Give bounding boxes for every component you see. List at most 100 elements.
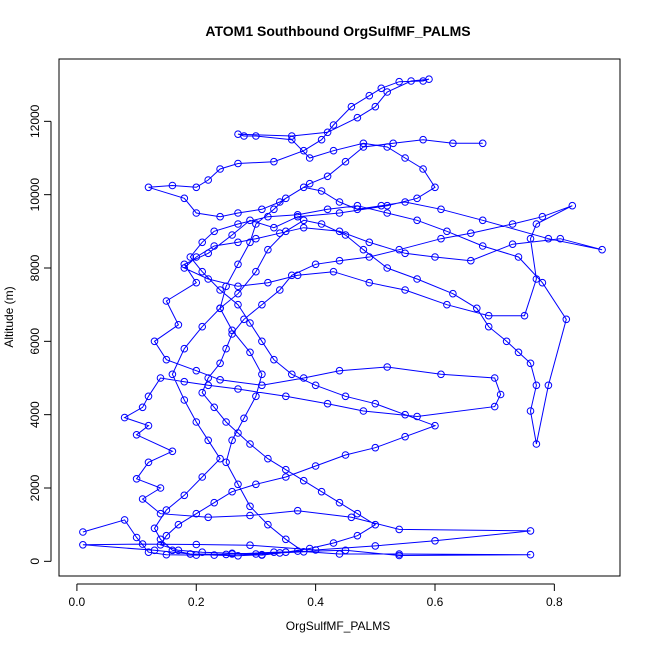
data-point xyxy=(186,550,195,558)
data-point xyxy=(192,278,201,287)
data-point xyxy=(204,176,212,184)
data-point xyxy=(282,392,290,401)
data-point xyxy=(180,264,189,272)
data-point xyxy=(311,381,320,390)
data-point xyxy=(258,550,266,559)
data-point xyxy=(228,326,236,335)
data-point xyxy=(192,418,201,426)
data-point xyxy=(365,238,374,247)
data-point xyxy=(258,300,266,309)
data-point xyxy=(168,546,177,555)
data-point xyxy=(216,359,224,368)
data-point xyxy=(299,476,308,485)
data-point xyxy=(508,220,517,228)
data-point xyxy=(449,139,457,148)
data-point xyxy=(204,249,212,258)
y-tick-label: 6000 xyxy=(28,328,42,355)
data-point xyxy=(341,451,350,459)
data-point xyxy=(544,381,553,390)
data-point xyxy=(270,205,278,214)
data-point xyxy=(514,253,523,261)
data-point xyxy=(276,549,284,557)
data-point xyxy=(496,390,505,399)
data-point xyxy=(568,201,577,210)
data-point xyxy=(395,551,404,560)
data-point xyxy=(437,370,445,379)
data-point xyxy=(228,436,236,445)
data-point xyxy=(192,183,201,192)
data-point xyxy=(246,348,254,357)
data-point xyxy=(216,286,224,294)
data-point xyxy=(252,267,260,276)
data-point xyxy=(383,209,392,217)
data-point xyxy=(413,275,421,283)
data-point xyxy=(258,205,266,214)
data-point xyxy=(234,159,242,168)
data-point xyxy=(79,541,87,549)
data-point xyxy=(401,198,409,206)
data-point xyxy=(305,544,314,553)
data-point xyxy=(234,385,242,393)
data-point xyxy=(288,132,296,140)
data-point xyxy=(335,198,344,206)
data-point xyxy=(192,209,201,217)
data-point xyxy=(365,278,374,287)
data-point xyxy=(276,286,284,294)
data-point xyxy=(186,253,195,261)
data-point xyxy=(383,143,392,151)
data-point xyxy=(323,128,332,137)
data-point xyxy=(299,146,308,155)
data-point xyxy=(323,399,332,408)
data-point xyxy=(234,429,242,437)
data-point xyxy=(162,355,171,364)
data-point xyxy=(138,495,147,503)
data-point xyxy=(234,300,242,309)
data-point xyxy=(532,381,541,390)
data-point xyxy=(288,135,296,144)
data-point xyxy=(198,267,206,276)
y-tick-label: 0 xyxy=(28,558,42,565)
data-point xyxy=(150,546,159,555)
data-point xyxy=(502,337,511,346)
data-point xyxy=(204,374,212,382)
data-point xyxy=(371,542,380,550)
data-point xyxy=(526,359,535,368)
data-point xyxy=(162,550,171,559)
data-point xyxy=(204,436,212,445)
data-point xyxy=(365,91,374,100)
data-point xyxy=(359,245,368,254)
data-point xyxy=(293,211,302,219)
data-point xyxy=(180,194,189,203)
data-point xyxy=(228,231,236,239)
data-point xyxy=(228,330,236,338)
data-point xyxy=(216,165,224,173)
data-point xyxy=(222,344,230,353)
data-point xyxy=(180,377,189,386)
data-point xyxy=(347,102,356,111)
data-point xyxy=(538,212,547,221)
data-point xyxy=(282,227,290,236)
data-point xyxy=(156,484,165,492)
data-point xyxy=(192,253,201,261)
data-point xyxy=(270,355,278,364)
data-point xyxy=(353,205,362,214)
data-point xyxy=(246,319,254,327)
data-point xyxy=(359,407,368,415)
data-point xyxy=(216,376,224,384)
data-point xyxy=(401,286,409,294)
data-point xyxy=(371,443,380,452)
data-point xyxy=(210,227,218,236)
data-point xyxy=(377,201,386,210)
data-point xyxy=(419,77,427,85)
data-point xyxy=(120,413,129,422)
data-point xyxy=(341,231,350,239)
data-point xyxy=(329,121,338,129)
data-point xyxy=(132,431,141,439)
data-point xyxy=(526,407,535,415)
data-point xyxy=(484,322,493,331)
data-point xyxy=(299,223,308,232)
data-point xyxy=(144,458,153,467)
data-point xyxy=(168,447,177,456)
data-point xyxy=(144,392,153,401)
data-point xyxy=(216,454,224,463)
